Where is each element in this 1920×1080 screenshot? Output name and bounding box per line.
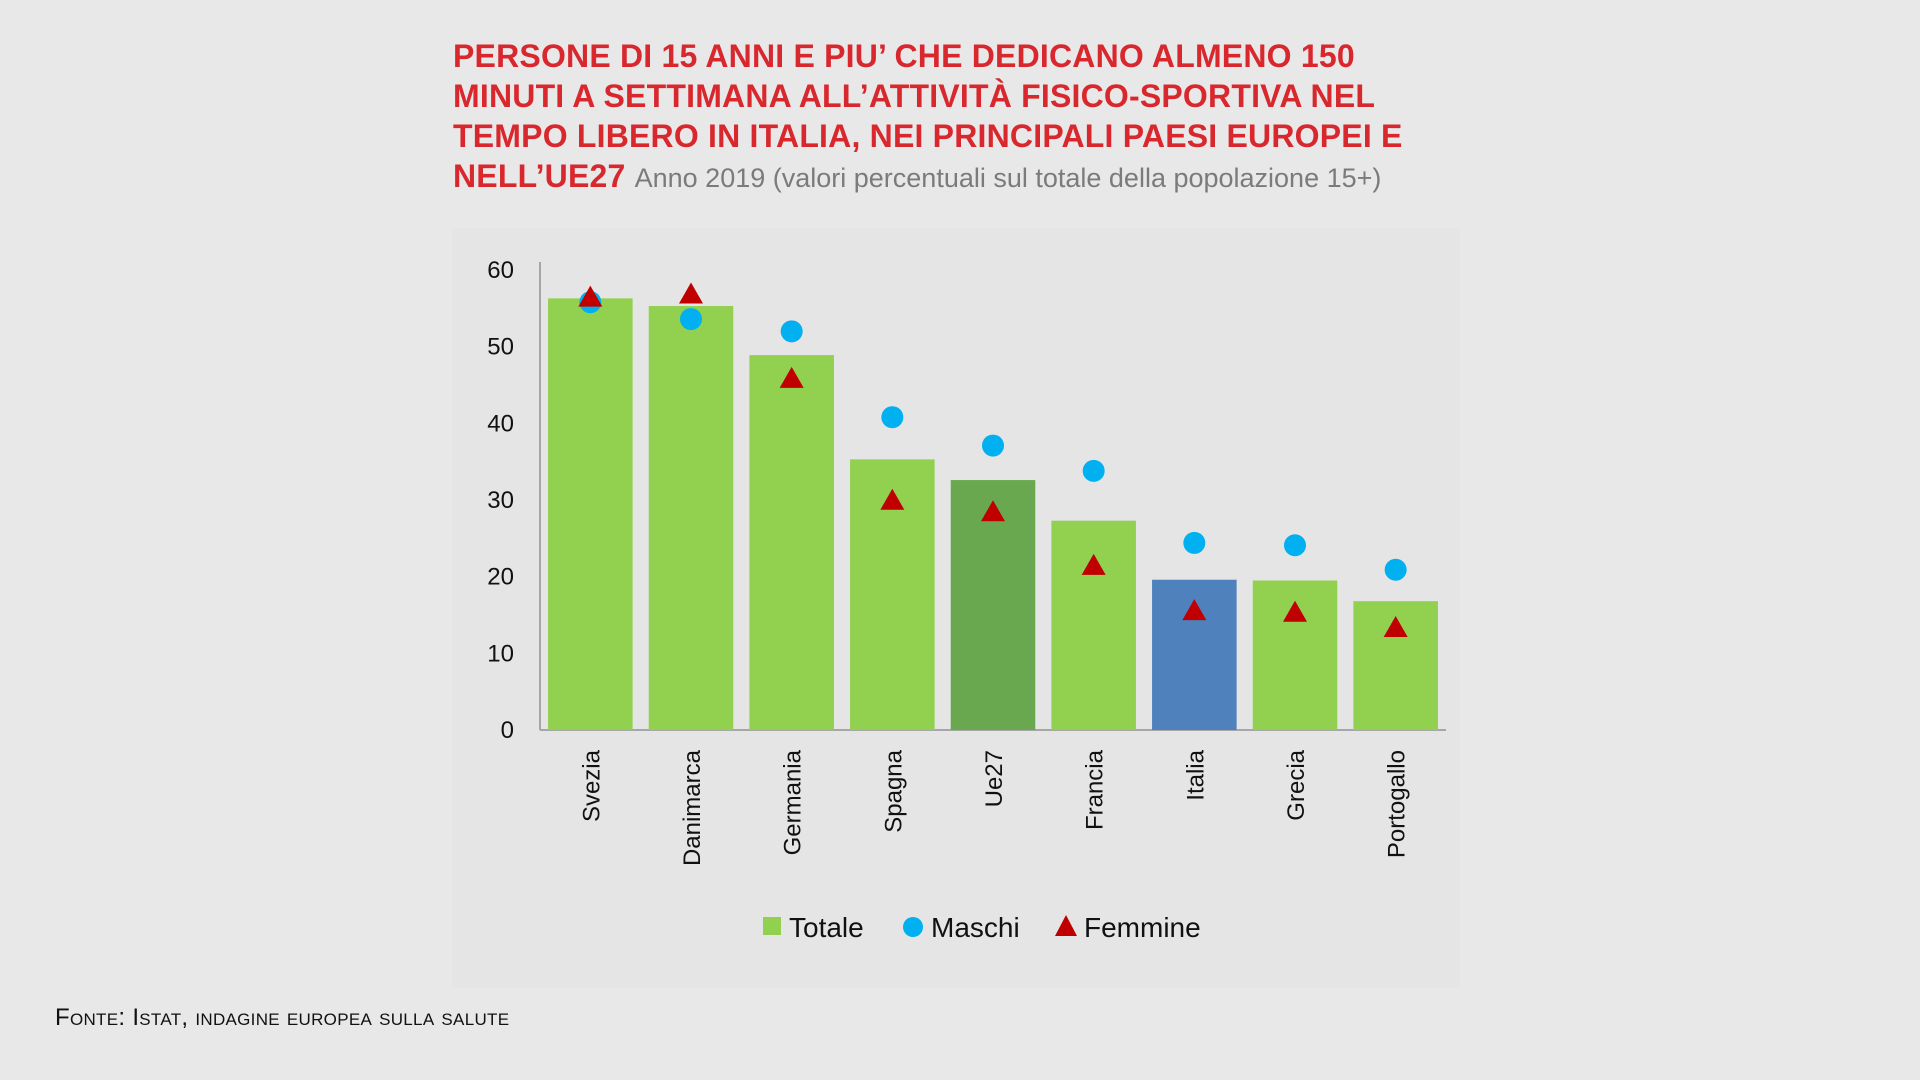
chart-subtitle: Anno 2019 (valori percentuali sul totale…: [634, 163, 1382, 193]
point-femmine-spagna: [880, 488, 905, 510]
chart-title: PERSONE DI 15 ANNI E PIU’ CHE DEDICANO A…: [453, 36, 1453, 198]
point-femmine-francia: [1081, 553, 1106, 575]
legend-femmine-label: Femmine: [1084, 912, 1201, 943]
source-note: Fonte: Istat, indagine europea sulla sal…: [55, 1004, 510, 1031]
point-femmine-grecia: [1283, 600, 1307, 622]
point-femmine-germania: [779, 366, 804, 388]
chart-panel: 0 10 20 30 40 50 60 Svezia Danimarca Germania Spag…: [452, 228, 1460, 988]
legend-totale-label: Totale: [789, 912, 864, 943]
bar-totale-svezia: [548, 298, 633, 730]
point-maschi-spagna: [881, 406, 904, 429]
x-tick-label: Grecia: [1283, 749, 1310, 820]
x-tick-label: Portogallo: [1384, 750, 1411, 858]
x-tick-label: Italia: [1182, 749, 1209, 800]
y-tick-label: 0: [501, 717, 514, 744]
x-tick-label: Francia: [1082, 749, 1109, 830]
legend-femmine-swatch: [1055, 915, 1077, 936]
point-femmine-danimarca: [679, 282, 703, 304]
bar-totale-ue27: [950, 480, 1036, 730]
y-tick-label: 30: [487, 487, 514, 514]
x-tick-label: Ue27: [981, 750, 1008, 807]
point-maschi-germania: [780, 320, 803, 343]
point-maschi-danimarca: [680, 308, 702, 331]
chart: 0 10 20 30 40 50 60 Svezia Danimarca Germania Spag…: [487, 257, 1446, 943]
x-tick-label: Svezia: [578, 749, 605, 822]
legend-totale-swatch: [763, 917, 781, 935]
legend-maschi-label: Maschi: [931, 912, 1020, 943]
point-maschi-italia: [1183, 531, 1206, 554]
point-maschi-francia: [1082, 459, 1105, 482]
y-tick-label: 20: [487, 564, 514, 591]
x-tick-label: Danimarca: [679, 749, 706, 866]
point-femmine-svezia: [578, 285, 603, 307]
point-femmine-portogallo: [1383, 616, 1408, 638]
bar-totale-danimarca: [648, 306, 734, 730]
point-femmine-ue27: [981, 500, 1005, 522]
point-maschi-ue27: [982, 434, 1004, 457]
point-maschi-grecia: [1284, 534, 1306, 557]
x-tick-label: Spagna: [880, 749, 907, 832]
y-tick-label: 50: [487, 334, 514, 361]
y-tick-label: 10: [487, 640, 514, 667]
title-main: PERSONE DI 15 ANNI E PIU’ CHE DEDICANO A…: [453, 38, 1403, 194]
legend-maschi-swatch: [903, 917, 923, 937]
x-tick-label: Germania: [780, 749, 807, 855]
bar-totale-francia: [1051, 520, 1136, 730]
y-tick-label: 60: [487, 257, 514, 284]
point-femmine-italia: [1182, 599, 1207, 621]
bar-totale-germania: [749, 355, 834, 730]
y-tick-label: 40: [487, 410, 514, 437]
point-maschi-portogallo: [1384, 558, 1407, 581]
